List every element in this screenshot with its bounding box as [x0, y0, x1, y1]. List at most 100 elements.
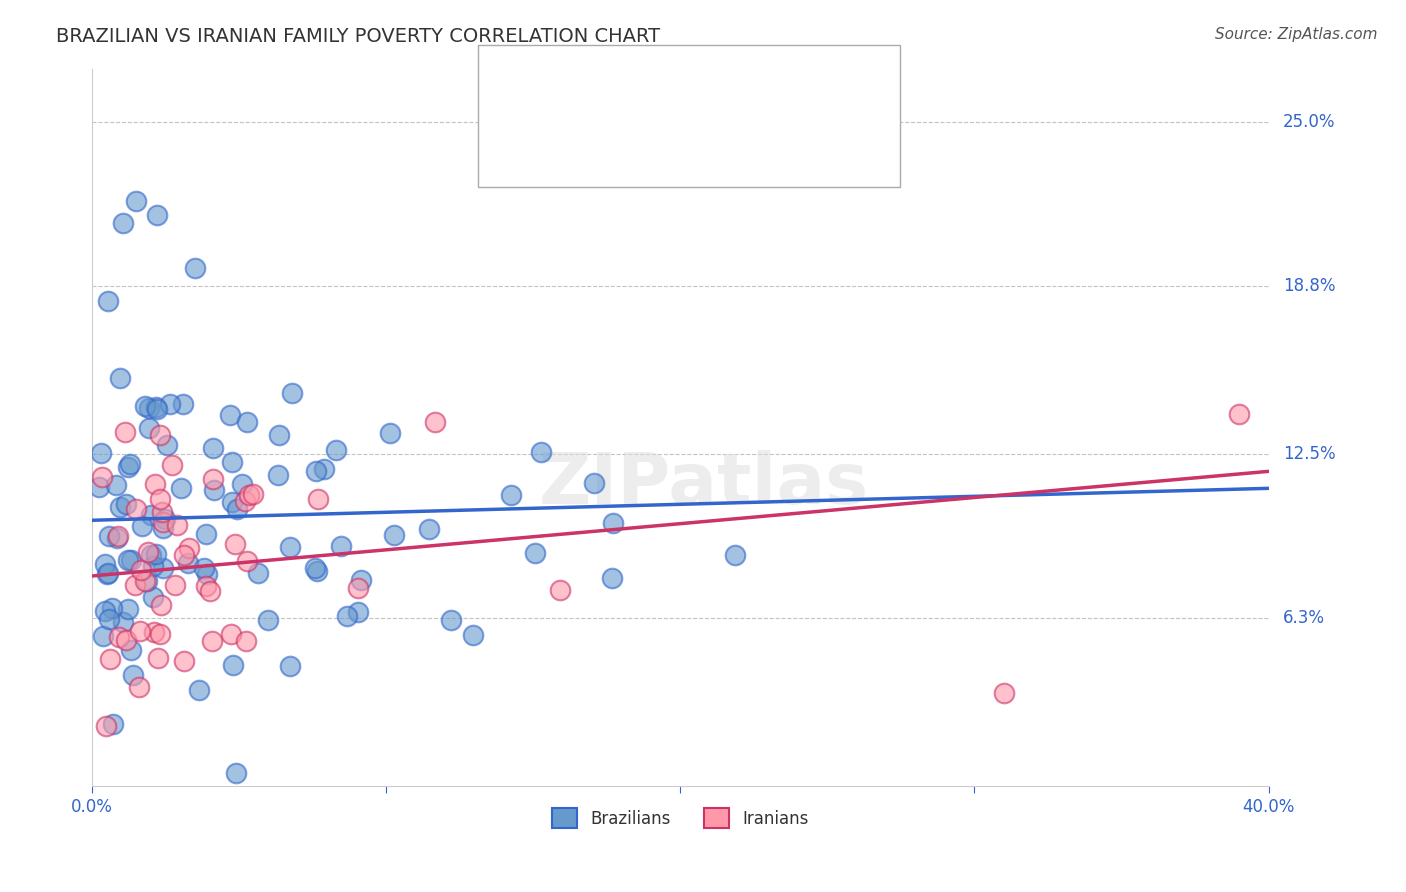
- Point: [120, 642, 142, 657]
- Text: 12.5%: 12.5%: [1284, 445, 1336, 463]
- Point: [530, 445, 553, 459]
- Point: [149, 428, 172, 442]
- Point: [350, 573, 373, 587]
- Point: [418, 523, 440, 537]
- Point: [233, 494, 256, 508]
- Point: [134, 399, 156, 413]
- Point: [724, 549, 747, 563]
- Point: [280, 658, 302, 673]
- Point: [307, 564, 329, 578]
- Point: [307, 491, 329, 506]
- Point: [197, 566, 219, 581]
- Point: [1227, 407, 1250, 421]
- Point: [87, 480, 110, 494]
- Point: [138, 401, 160, 415]
- Point: [107, 529, 129, 543]
- Legend: Brazilians, Iranians: Brazilians, Iranians: [546, 801, 815, 835]
- Point: [347, 581, 370, 595]
- Point: [96, 719, 118, 733]
- Point: [219, 626, 242, 640]
- Point: [153, 512, 176, 526]
- Point: [149, 626, 172, 640]
- Point: [143, 477, 166, 491]
- Point: [150, 599, 173, 613]
- Point: [278, 540, 301, 554]
- Point: [108, 500, 131, 514]
- Point: [600, 571, 623, 585]
- Point: [195, 526, 218, 541]
- Point: [114, 425, 136, 439]
- Point: [114, 632, 136, 647]
- Point: [224, 537, 246, 551]
- Point: [135, 574, 157, 589]
- Point: [235, 554, 257, 568]
- Point: [111, 615, 134, 629]
- Point: [548, 582, 571, 597]
- Point: [202, 472, 225, 486]
- Point: [187, 682, 209, 697]
- Point: [267, 467, 290, 482]
- Point: [225, 765, 247, 780]
- Point: [105, 531, 128, 545]
- Point: [235, 634, 257, 648]
- Point: [146, 401, 169, 416]
- Point: [304, 464, 326, 478]
- Text: R = 0.036   N = 91: R = 0.036 N = 91: [555, 71, 713, 89]
- Text: 18.8%: 18.8%: [1284, 277, 1336, 295]
- Point: [142, 625, 165, 640]
- Point: [198, 583, 221, 598]
- Point: [129, 563, 152, 577]
- Point: [96, 566, 118, 581]
- Point: [117, 602, 139, 616]
- Point: [256, 613, 278, 627]
- Point: [100, 601, 122, 615]
- Point: [125, 194, 148, 209]
- Point: [231, 477, 253, 491]
- Point: [173, 654, 195, 668]
- Text: BRAZILIAN VS IRANIAN FAMILY POVERTY CORRELATION CHART: BRAZILIAN VS IRANIAN FAMILY POVERTY CORR…: [56, 27, 661, 45]
- Point: [176, 556, 198, 570]
- Text: ■: ■: [520, 120, 547, 148]
- Point: [346, 605, 368, 619]
- Point: [219, 408, 242, 422]
- Point: [325, 442, 347, 457]
- Point: [221, 495, 243, 509]
- Point: [173, 548, 195, 562]
- Point: [98, 612, 121, 626]
- Point: [105, 477, 128, 491]
- Point: [602, 516, 624, 530]
- Point: [146, 208, 169, 222]
- Point: [152, 515, 174, 529]
- Point: [236, 416, 259, 430]
- Point: [152, 521, 174, 535]
- Point: [145, 548, 167, 562]
- Point: [201, 633, 224, 648]
- Point: [330, 539, 353, 553]
- Point: [122, 667, 145, 681]
- Point: [152, 561, 174, 575]
- Point: [94, 604, 117, 618]
- Point: [110, 370, 132, 384]
- Point: [142, 558, 165, 573]
- Point: [97, 293, 120, 308]
- Point: [221, 455, 243, 469]
- Point: [91, 470, 114, 484]
- Text: R = 0.241   N = 46: R = 0.241 N = 46: [555, 125, 713, 143]
- Point: [117, 553, 139, 567]
- Point: [138, 421, 160, 435]
- Point: [193, 561, 215, 575]
- Point: [172, 397, 194, 411]
- Point: [246, 566, 269, 580]
- Point: [124, 578, 146, 592]
- Point: [117, 459, 139, 474]
- Point: [440, 614, 463, 628]
- Point: [195, 579, 218, 593]
- Point: [98, 528, 121, 542]
- Point: [202, 483, 225, 497]
- Point: [156, 437, 179, 451]
- Point: [382, 528, 405, 542]
- Point: [141, 508, 163, 523]
- Point: [125, 502, 148, 516]
- Point: [150, 505, 173, 519]
- Text: 25.0%: 25.0%: [1284, 112, 1336, 130]
